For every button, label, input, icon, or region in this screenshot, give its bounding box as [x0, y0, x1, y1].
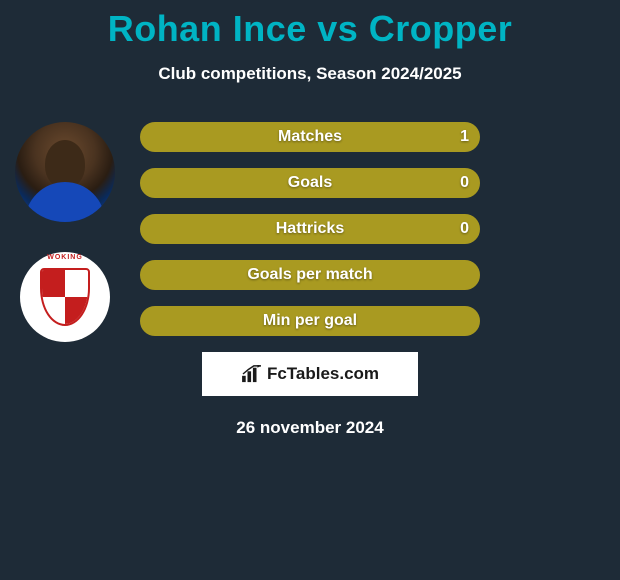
- club-badge-left: WOKING: [20, 252, 110, 342]
- stat-bar-left: Min per goal: [140, 306, 480, 336]
- comparison-content: WOKING Matches 1 Goals 0 Hattricks 0 Goals per…: [0, 122, 620, 336]
- left-player-column: WOKING: [10, 122, 120, 342]
- stat-value-left: 1: [460, 128, 469, 146]
- stat-label: Matches: [278, 128, 342, 146]
- stat-value-left: 0: [460, 174, 469, 192]
- stat-bar-left: Matches 1: [140, 122, 480, 152]
- stat-row: Goals 0: [140, 168, 480, 198]
- chart-icon: [241, 365, 263, 383]
- stat-label: Goals per match: [247, 266, 372, 284]
- stat-bar-left: Goals per match: [140, 260, 480, 290]
- stat-label: Goals: [288, 174, 332, 192]
- stat-row: Matches 1: [140, 122, 480, 152]
- fctables-logo: FcTables.com: [202, 352, 418, 396]
- shield-icon: [40, 268, 90, 326]
- stat-row: Min per goal: [140, 306, 480, 336]
- player-photo-left: [15, 122, 115, 222]
- stat-bars: Matches 1 Goals 0 Hattricks 0 Goals per match M…: [140, 122, 480, 336]
- page-subtitle: Club competitions, Season 2024/2025: [0, 64, 620, 84]
- club-badge-text: WOKING: [22, 254, 108, 261]
- stat-label: Min per goal: [263, 312, 357, 330]
- stat-bar-left: Hattricks 0: [140, 214, 480, 244]
- stat-value-left: 0: [460, 220, 469, 238]
- stat-row: Goals per match: [140, 260, 480, 290]
- stat-row: Hattricks 0: [140, 214, 480, 244]
- date-line: 26 november 2024: [0, 418, 620, 438]
- stat-label: Hattricks: [276, 220, 344, 238]
- stat-bar-left: Goals 0: [140, 168, 480, 198]
- page-title: Rohan Ince vs Cropper: [0, 0, 620, 50]
- logo-text: FcTables.com: [267, 364, 379, 384]
